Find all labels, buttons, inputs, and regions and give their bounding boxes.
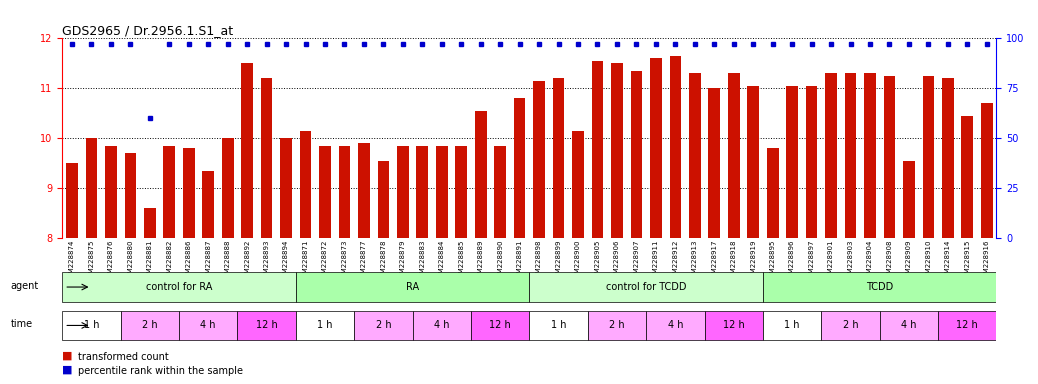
Bar <box>456 146 467 238</box>
Text: 4 h: 4 h <box>200 320 216 331</box>
Bar <box>787 86 798 238</box>
Text: 12 h: 12 h <box>956 320 978 331</box>
Bar <box>397 146 409 238</box>
Text: 2 h: 2 h <box>609 320 625 331</box>
Bar <box>805 86 818 238</box>
Bar <box>728 73 739 238</box>
Text: 2 h: 2 h <box>142 320 158 331</box>
Text: 1 h: 1 h <box>318 320 333 331</box>
Bar <box>646 311 705 340</box>
Bar <box>961 116 974 238</box>
Bar <box>474 111 487 238</box>
Bar <box>763 311 821 340</box>
Bar <box>611 63 623 238</box>
Text: 4 h: 4 h <box>667 320 683 331</box>
Bar <box>125 153 136 238</box>
Bar <box>845 73 856 238</box>
Text: 12 h: 12 h <box>722 320 744 331</box>
Bar <box>105 146 116 238</box>
Text: 2 h: 2 h <box>843 320 858 331</box>
Text: ■: ■ <box>62 351 73 361</box>
Bar <box>62 272 296 302</box>
Bar <box>85 138 98 238</box>
Bar <box>144 208 156 238</box>
Bar <box>938 311 996 340</box>
Text: control for RA: control for RA <box>146 282 212 292</box>
Bar <box>529 272 763 302</box>
Text: ■: ■ <box>62 364 73 374</box>
Bar <box>747 86 759 238</box>
Bar <box>825 73 837 238</box>
Bar <box>338 146 350 238</box>
Bar <box>630 71 643 238</box>
Text: percentile rank within the sample: percentile rank within the sample <box>78 366 243 376</box>
Bar <box>689 73 701 238</box>
Bar <box>436 146 447 238</box>
Text: 2 h: 2 h <box>376 320 391 331</box>
Text: 4 h: 4 h <box>901 320 917 331</box>
Bar <box>763 272 996 302</box>
Bar <box>821 311 879 340</box>
Bar <box>494 146 507 238</box>
Bar <box>296 311 354 340</box>
Text: time: time <box>10 319 32 329</box>
Text: 1 h: 1 h <box>551 320 567 331</box>
Text: 12 h: 12 h <box>489 320 511 331</box>
Bar <box>879 311 938 340</box>
Text: 1 h: 1 h <box>785 320 800 331</box>
Text: 4 h: 4 h <box>434 320 449 331</box>
Bar <box>883 76 895 238</box>
Bar <box>708 88 720 238</box>
Text: control for TCDD: control for TCDD <box>606 282 686 292</box>
Bar <box>180 311 238 340</box>
Bar <box>319 146 331 238</box>
Text: TCDD: TCDD <box>866 282 894 292</box>
Bar <box>202 170 214 238</box>
Bar <box>864 73 876 238</box>
Bar <box>767 148 778 238</box>
Bar <box>552 78 565 238</box>
Bar <box>572 131 583 238</box>
Text: RA: RA <box>406 282 419 292</box>
Bar <box>358 143 370 238</box>
Bar <box>903 161 914 238</box>
Text: transformed count: transformed count <box>78 352 168 362</box>
Bar <box>943 78 954 238</box>
Bar <box>261 78 272 238</box>
Text: agent: agent <box>10 281 38 291</box>
Bar <box>923 76 934 238</box>
Bar <box>514 98 525 238</box>
Bar <box>471 311 529 340</box>
Bar <box>280 138 292 238</box>
Bar <box>120 311 179 340</box>
Bar <box>650 58 662 238</box>
Text: 12 h: 12 h <box>255 320 277 331</box>
Bar <box>183 148 194 238</box>
Bar <box>238 311 296 340</box>
Bar <box>670 56 681 238</box>
Bar <box>62 311 120 340</box>
Bar <box>222 138 234 238</box>
Bar <box>164 146 175 238</box>
Bar <box>296 272 529 302</box>
Bar <box>981 103 992 238</box>
Bar <box>529 311 588 340</box>
Bar <box>66 163 78 238</box>
Bar <box>705 311 763 340</box>
Bar <box>354 311 412 340</box>
Bar <box>588 311 646 340</box>
Text: GDS2965 / Dr.2956.1.S1_at: GDS2965 / Dr.2956.1.S1_at <box>62 24 234 37</box>
Text: 1 h: 1 h <box>84 320 100 331</box>
Bar <box>413 311 471 340</box>
Bar <box>241 63 253 238</box>
Bar <box>534 81 545 238</box>
Bar <box>592 61 603 238</box>
Bar <box>300 131 311 238</box>
Bar <box>378 161 389 238</box>
Bar <box>416 146 429 238</box>
